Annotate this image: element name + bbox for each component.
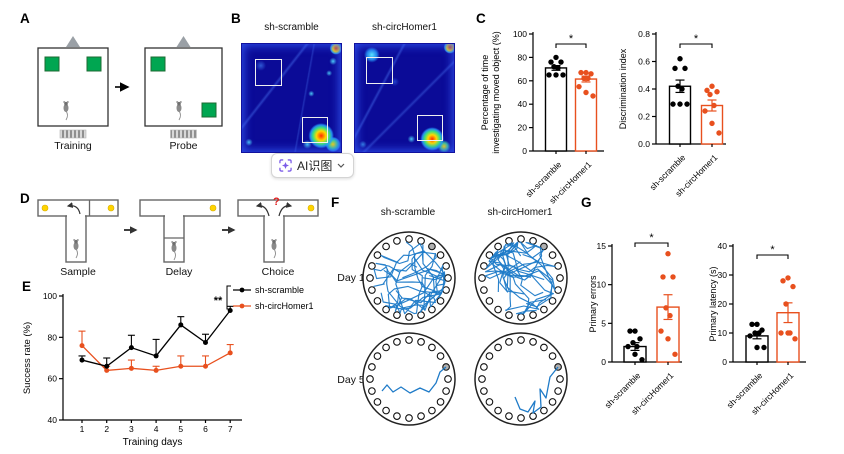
svg-text:1: 1 [80,424,85,434]
maze-col1-title: sh-scramble [380,207,436,218]
svg-text:30: 30 [718,270,728,280]
chart-time-investigating: 0 20 40 60 80 100 Percentage of time investigat… [480,29,604,205]
svg-text:Primary errors: Primary errors [588,275,598,333]
heatmap-right-title: sh-circHomer1 [371,22,437,33]
svg-text:sh-circHomer1: sh-circHomer1 [255,301,314,311]
svg-text:0.8: 0.8 [638,29,650,39]
t-maze-schematic [37,199,319,263]
panel-e-label: E [22,279,32,294]
svg-text:20: 20 [718,299,728,309]
zone-square-bottom-right [302,117,329,144]
svg-text:0: 0 [522,146,527,156]
day5-label: Day 5 [337,374,365,386]
svg-text:3: 3 [129,424,134,434]
probe-label: Probe [169,140,198,152]
svg-text:60: 60 [48,374,58,384]
svg-text:40: 40 [718,241,728,251]
heatmap-sh-circhomer1 [354,43,455,153]
panel-f-label: F [331,195,340,210]
svg-text:Primary latency (s): Primary latency (s) [708,266,718,341]
svg-text:0: 0 [601,357,606,367]
svg-text:0.4: 0.4 [638,84,650,94]
heatmap-sh-scramble [241,43,342,153]
svg-text:4: 4 [154,424,159,434]
svg-text:*: * [649,232,654,244]
svg-text:60: 60 [518,76,528,86]
ai-button-label: AI识图 [297,159,333,173]
zone-square-top-left [365,56,393,84]
svg-text:2: 2 [104,424,109,434]
barnes-maze-tracks [362,231,568,426]
svg-text:*: * [569,33,574,45]
svg-text:7: 7 [228,424,233,434]
svg-text:10: 10 [597,280,607,290]
svg-text:80: 80 [518,52,528,62]
panel-c-label: C [476,11,486,26]
svg-text:100: 100 [43,291,57,301]
ai-image-recognition-button[interactable]: AI识图 [271,153,355,178]
svg-text:5: 5 [178,424,183,434]
svg-text:investigating moved object (%): investigating moved object (%) [491,31,501,154]
sample-label: Sample [60,266,96,278]
svg-text:20: 20 [518,123,528,133]
panel-a-label: A [20,11,30,26]
svg-text:10: 10 [718,328,728,338]
day1-label: Day 1 [337,272,365,284]
panel-g-label: G [581,195,592,210]
svg-text:0.0: 0.0 [638,139,650,149]
svg-text:sh-scramble: sh-scramble [255,285,304,295]
training-label: Training [54,140,92,152]
object-location-schematic [37,36,223,139]
svg-text:6: 6 [203,424,208,434]
svg-text:0.2: 0.2 [638,112,650,122]
delay-label: Delay [165,266,193,278]
svg-text:**: ** [214,295,223,307]
ai-scan-sparkle-icon [279,159,292,172]
svg-text:*: * [694,33,699,45]
chevron-down-icon[interactable] [337,163,345,168]
svg-text:*: * [770,244,775,256]
zone-square-top-left [254,59,282,87]
svg-text:Success rate (%): Success rate (%) [22,322,33,394]
svg-text:40: 40 [518,99,528,109]
maze-col2-title: sh-circHomer1 [487,207,553,218]
svg-text:15: 15 [597,241,607,251]
choice-question-mark: ? [273,196,280,208]
panel-b-label: B [231,11,241,26]
svg-text:Percentage of time: Percentage of time [480,55,490,131]
chart-success-rate: 40 60 80 100 1 2 3 4 5 6 7 Training days Success rat… [22,285,314,448]
choice-label: Choice [261,266,295,278]
svg-text:Training days: Training days [123,437,183,448]
panel-d-label: D [20,191,30,206]
svg-text:80: 80 [48,332,58,342]
svg-text:0: 0 [722,357,727,367]
heatmap-left-title: sh-scramble [264,22,319,33]
svg-text:5: 5 [601,318,606,328]
svg-text:40: 40 [48,415,58,425]
svg-text:0.6: 0.6 [638,57,650,67]
svg-text:Discrimination index: Discrimination index [618,48,628,129]
zone-square-bottom-right [417,115,444,142]
svg-text:100: 100 [513,29,527,39]
